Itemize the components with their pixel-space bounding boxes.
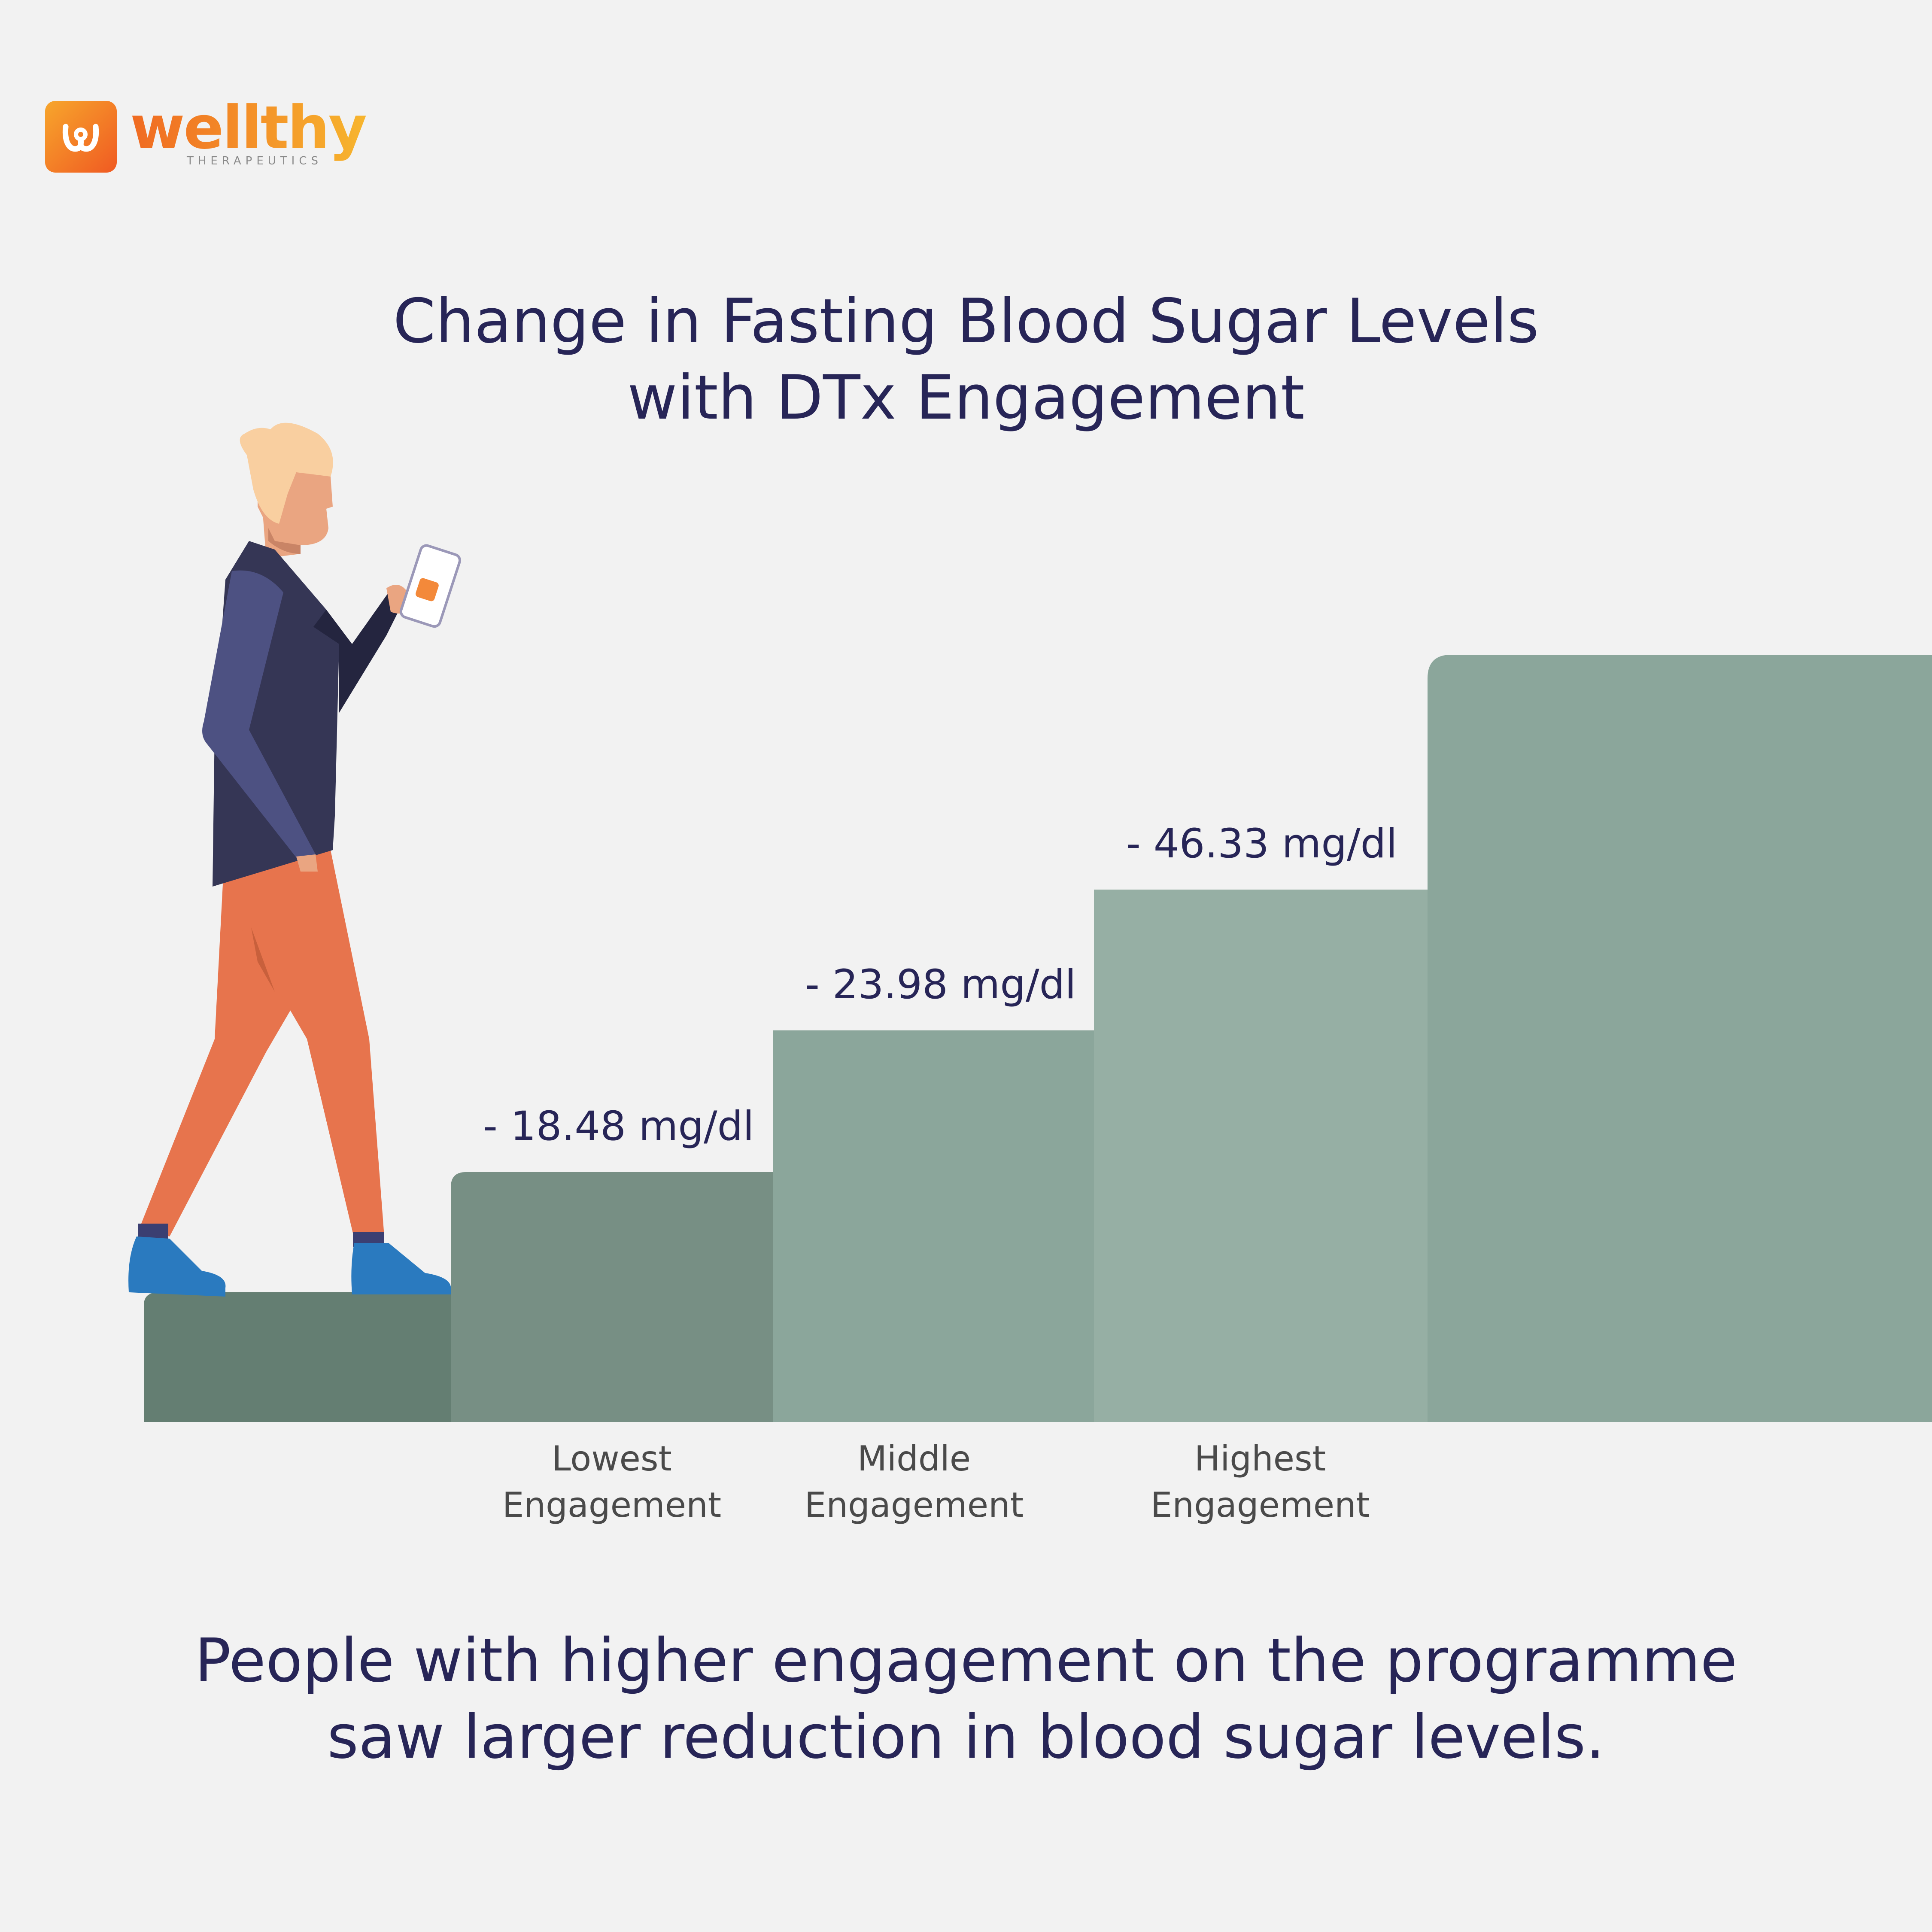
- chart-title-line-2: with DTx Engagement: [627, 362, 1305, 433]
- category-label-2-line-1: Middle: [857, 1439, 971, 1479]
- category-label-3-line-1: Highest: [1194, 1439, 1326, 1479]
- phone-icon: [399, 544, 461, 628]
- chart-title: Change in Fasting Blood Sugar Levels wit…: [193, 283, 1739, 436]
- front-shoe: [351, 1243, 451, 1294]
- takeaway-line-1: People with higher engagement on the pro…: [194, 1626, 1738, 1696]
- bars-group: [451, 890, 1428, 1422]
- value-label-3: - 46.33 mg/dl: [1126, 820, 1397, 867]
- raised-arm: [313, 592, 401, 713]
- category-label-2-line-2: Engagement: [805, 1485, 1024, 1525]
- category-label-3-line-2: Engagement: [1151, 1485, 1370, 1525]
- brand-tagline: THERAPEUTICS: [187, 155, 323, 167]
- front-leg: [223, 850, 384, 1239]
- value-labels-group: - 18.48 mg/dl - 23.98 mg/dl - 46.33 mg/dl: [483, 820, 1397, 1150]
- category-label-1-line-2: Engagement: [502, 1485, 721, 1525]
- bar-3: [1094, 890, 1428, 1422]
- takeaway-line-2: saw larger reduction in blood sugar leve…: [327, 1702, 1605, 1772]
- hair: [240, 422, 333, 524]
- bar-2: [773, 1030, 1094, 1422]
- brand-logo: wellthy THERAPEUTICS: [45, 93, 367, 176]
- value-label-1: - 18.48 mg/dl: [483, 1103, 754, 1150]
- lowered-arm: [202, 570, 316, 863]
- takeaway-text: People with higher engagement on the pro…: [107, 1623, 1825, 1776]
- brand-name: wellthy: [130, 93, 367, 162]
- top-step: [1428, 655, 1932, 1422]
- value-label-2: - 23.98 mg/dl: [805, 961, 1076, 1008]
- chart-title-line-1: Change in Fasting Blood Sugar Levels: [393, 286, 1539, 357]
- logo-badge-icon: [45, 101, 117, 173]
- base-step: [144, 1292, 453, 1422]
- back-shoe: [128, 1236, 226, 1297]
- person-illustration: [128, 422, 461, 1297]
- bar-1: [451, 1172, 773, 1422]
- category-label-1-line-1: Lowest: [552, 1439, 672, 1479]
- category-labels-group: Lowest Engagement Middle Engagement Highest E…: [502, 1439, 1370, 1525]
- back-leg: [140, 876, 296, 1236]
